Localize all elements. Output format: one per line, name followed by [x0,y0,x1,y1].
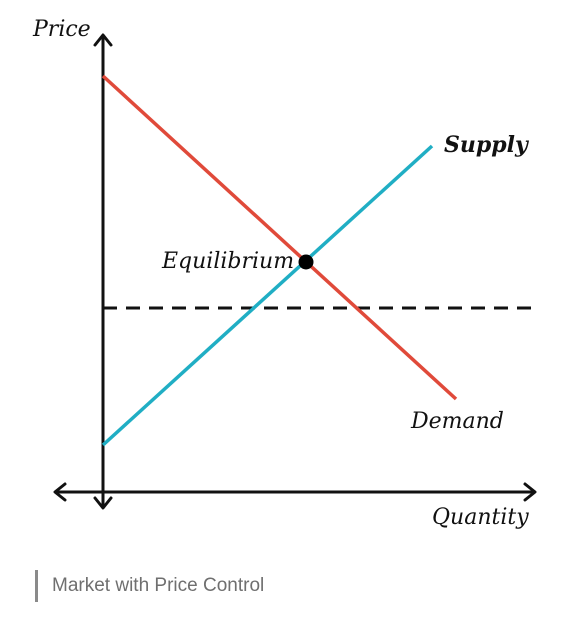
y-axis-label: Price [32,17,91,42]
equilibrium-point [298,254,314,270]
demand-label: Demand [410,409,504,434]
supply-demand-diagram: Price Quantity Supply Demand Equilibrium [32,17,537,530]
x-axis-label: Quantity [432,505,529,530]
caption-text: Market with Price Control [52,575,265,596]
figure-caption: Market with Price Control [35,570,264,602]
supply-label: Supply [444,132,530,158]
x-axis [53,482,537,502]
demand-curve [101,74,458,401]
y-axis [93,33,113,510]
equilibrium-label: Equilibrium [161,249,294,274]
supply-curve [101,144,434,447]
